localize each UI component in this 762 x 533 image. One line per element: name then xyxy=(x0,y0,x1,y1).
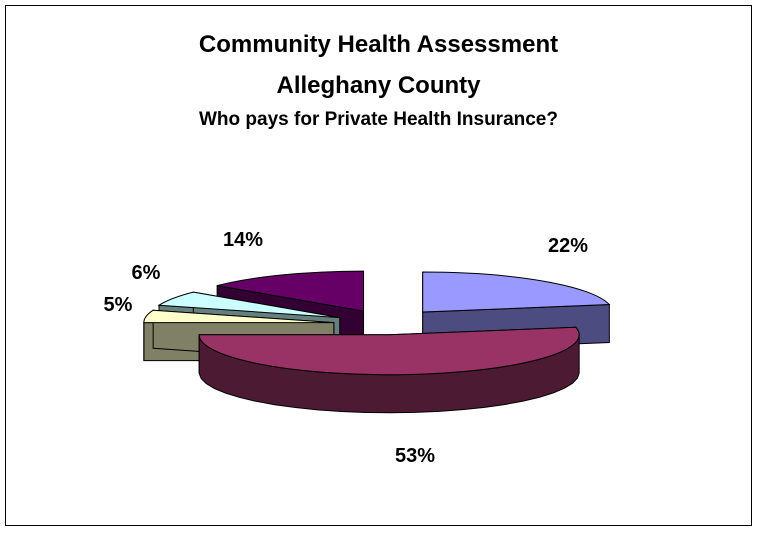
pie-slice-top xyxy=(157,291,340,319)
pie-slice-top xyxy=(216,270,365,312)
chart-subtitle-question: Who pays for Private Health Insurance? xyxy=(199,109,558,130)
chart-title: Community Health Assessment xyxy=(198,31,559,58)
chart-subtitle: Alleghany County xyxy=(276,72,481,99)
pie-slice-top xyxy=(143,309,334,324)
data-label: 53% xyxy=(395,445,435,467)
pie-slice xyxy=(198,326,580,414)
pie-slice-top xyxy=(422,271,611,313)
pie-slice-top xyxy=(198,326,580,376)
data-label: 22% xyxy=(548,235,588,257)
data-label: 14% xyxy=(223,229,263,251)
chart-frame: Community Health Assessment Alleghany Co… xyxy=(5,5,752,526)
data-label: 6% xyxy=(132,262,161,284)
data-label: 5% xyxy=(104,294,133,316)
